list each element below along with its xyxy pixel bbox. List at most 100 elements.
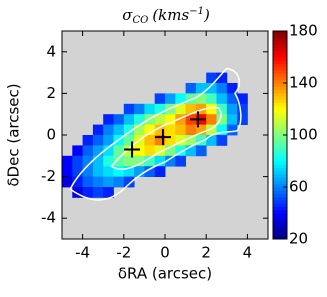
heat-cell bbox=[154, 103, 166, 115]
colorbar-segment bbox=[273, 86, 287, 90]
colorbar-segment bbox=[273, 60, 287, 64]
heat-cell bbox=[82, 176, 94, 188]
heat-cell bbox=[237, 103, 248, 115]
colorbar-segment bbox=[273, 180, 287, 185]
heat-cell bbox=[92, 176, 104, 188]
heat-cell bbox=[175, 155, 186, 167]
heat-cell bbox=[72, 176, 83, 188]
heat-cell bbox=[72, 187, 83, 198]
heat-cell bbox=[123, 135, 135, 146]
heat-cell bbox=[123, 166, 135, 177]
colorbar-segment bbox=[273, 157, 287, 162]
colorbar-segment bbox=[273, 40, 287, 45]
colorbar-segment bbox=[273, 128, 287, 133]
colorbar-segment bbox=[273, 57, 287, 61]
heat-cell bbox=[175, 124, 186, 136]
heat-cell bbox=[123, 145, 135, 157]
colorbar-segment bbox=[273, 131, 287, 136]
heat-cell bbox=[72, 166, 83, 177]
x-axis-label: δRA (arcsec) bbox=[118, 265, 212, 283]
colorbar-segment bbox=[273, 73, 287, 77]
heat-cell bbox=[154, 93, 166, 105]
heat-cell bbox=[185, 83, 197, 94]
heat-cell bbox=[216, 135, 228, 146]
heat-cell bbox=[123, 103, 135, 115]
colorbar-segment bbox=[273, 170, 287, 175]
heat-cell bbox=[237, 93, 248, 105]
heat-cell bbox=[103, 166, 114, 177]
heat-cell bbox=[206, 103, 217, 115]
colorbar-segment bbox=[273, 31, 287, 35]
colorbar-segment bbox=[273, 115, 287, 120]
colorbar-segment bbox=[273, 164, 287, 168]
colorbar-segment bbox=[273, 193, 287, 198]
x-tick-label: -2 bbox=[116, 244, 131, 262]
colorbar-segment bbox=[273, 96, 287, 100]
y-tick-label: -4 bbox=[41, 209, 56, 227]
colorbar-segment bbox=[273, 53, 287, 58]
heat-cell bbox=[103, 145, 114, 157]
heat-cell bbox=[226, 103, 238, 115]
colorbar-segment bbox=[273, 92, 287, 97]
heat-cell bbox=[103, 155, 114, 167]
heat-cell bbox=[154, 155, 166, 167]
heat-cell bbox=[134, 103, 145, 115]
heat-cell bbox=[175, 114, 186, 125]
heat-cell bbox=[226, 83, 238, 94]
colorbar-segment bbox=[273, 66, 287, 71]
y-tick-label: 2 bbox=[46, 84, 56, 102]
x-tick-label: 2 bbox=[201, 244, 211, 262]
contour bbox=[69, 67, 242, 201]
heat-cell bbox=[103, 124, 114, 136]
colorbar-segment bbox=[273, 226, 287, 230]
heat-cell bbox=[195, 93, 207, 105]
heat-cell bbox=[195, 135, 207, 146]
heat-cell bbox=[62, 176, 73, 188]
heat-cell bbox=[185, 135, 197, 146]
heat-cell bbox=[165, 124, 176, 136]
heat-cell bbox=[154, 166, 166, 177]
heat-cell bbox=[123, 176, 135, 188]
colorbar-segment bbox=[273, 200, 287, 204]
colorbar-segment bbox=[273, 50, 287, 55]
colorbar-segment bbox=[273, 183, 287, 188]
colorbar-segment bbox=[273, 229, 287, 233]
heat-cell bbox=[113, 176, 125, 188]
colorbar-segment bbox=[273, 187, 287, 191]
heat-cell bbox=[92, 135, 104, 146]
heat-cell bbox=[195, 103, 207, 115]
heat-cell bbox=[165, 145, 176, 157]
heat-cell bbox=[72, 155, 83, 167]
heat-cell bbox=[165, 103, 176, 115]
heat-cell bbox=[134, 155, 145, 167]
heat-cell bbox=[113, 145, 125, 157]
heat-cell bbox=[144, 166, 156, 177]
heat-cell bbox=[216, 114, 228, 125]
colorbar-segment bbox=[273, 148, 287, 152]
heat-cell bbox=[103, 176, 114, 188]
x-tick-label: -4 bbox=[75, 244, 90, 262]
heat-cell bbox=[82, 135, 94, 146]
heat-cell bbox=[144, 135, 156, 146]
y-tick-label: 0 bbox=[46, 126, 56, 144]
colorbar-segment bbox=[273, 203, 287, 207]
colorbar-segment bbox=[273, 34, 287, 38]
heat-cell bbox=[144, 103, 156, 115]
heat-cell bbox=[175, 93, 186, 105]
heat-cell bbox=[92, 187, 104, 198]
colorbar-segment bbox=[273, 109, 287, 113]
marker-cross bbox=[154, 129, 171, 146]
colorbar-segment bbox=[273, 141, 287, 146]
heat-cell bbox=[237, 114, 248, 125]
heat-cell bbox=[103, 187, 114, 198]
heat-cell bbox=[82, 155, 94, 167]
heat-cell bbox=[62, 155, 73, 167]
colorbar-tick-label: 140 bbox=[289, 74, 318, 92]
heat-cell bbox=[195, 145, 207, 157]
y-axis-label: δDec (arcsec) bbox=[5, 83, 23, 186]
heat-cell bbox=[206, 83, 217, 94]
colorbar-segment bbox=[273, 190, 287, 194]
heat-cell bbox=[154, 124, 166, 136]
colorbar-segment bbox=[273, 122, 287, 126]
